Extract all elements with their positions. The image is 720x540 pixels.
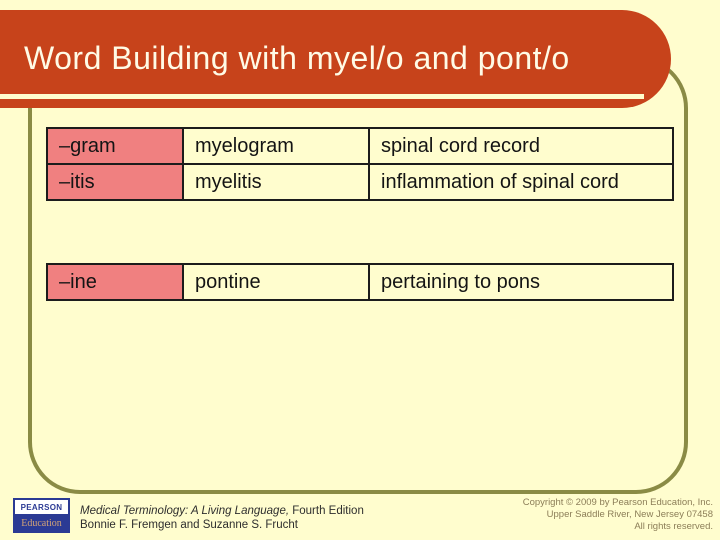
suffix-cell: –gram [46,127,184,165]
pearson-logo: PEARSON Education [13,498,70,533]
word-table-pont: –ine pontine pertaining to pons [46,263,674,301]
book-title: Medical Terminology: A Living Language, [80,505,290,517]
title-bar: Word Building with myel/o and pont/o [0,10,671,108]
term-cell: myelogram [182,127,370,165]
pearson-logo-text: PEARSON [20,502,63,512]
definition-cell: spinal cord record [368,127,674,165]
title-underline [0,94,644,99]
table-row: –ine pontine pertaining to pons [46,263,674,301]
word-table-myel: –gram myelogram spinal cord record –itis… [46,127,674,201]
table-row: –itis myelitis inflammation of spinal co… [46,163,674,201]
term-cell: myelitis [182,163,370,201]
definition-cell: inflammation of spinal cord [368,163,674,201]
copyright-line: Copyright © 2009 by Pearson Education, I… [522,497,713,508]
copyright-notice: Copyright © 2009 by Pearson Education, I… [523,497,713,533]
copyright-line: Upper Saddle River, New Jersey 07458 [546,509,713,520]
suffix-cell: –ine [46,263,184,301]
book-edition: Fourth Edition [289,505,364,517]
book-title-line: Medical Terminology: A Living Language, … [80,504,364,518]
slide-title: Word Building with myel/o and pont/o [24,40,570,76]
pearson-logo-top: PEARSON [15,500,68,514]
pearson-logo-bottom: Education [13,514,70,533]
copyright-line: All rights reserved. [634,521,713,532]
term-cell: pontine [182,263,370,301]
book-credit: Medical Terminology: A Living Language, … [80,504,364,532]
suffix-cell: –itis [46,163,184,201]
book-authors: Bonnie F. Fremgen and Suzanne S. Frucht [80,519,298,531]
table-row: –gram myelogram spinal cord record [46,127,674,165]
education-logo-text: Education [21,518,62,529]
definition-cell: pertaining to pons [368,263,674,301]
